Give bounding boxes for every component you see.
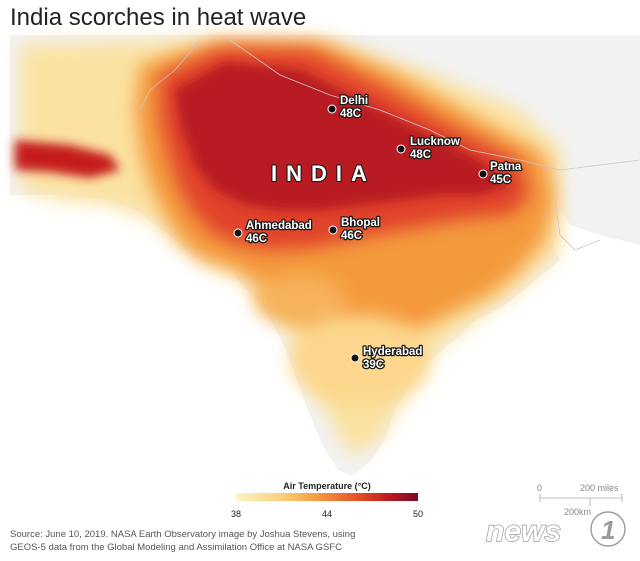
scale-bar: 0 200 miles 200km	[530, 480, 630, 520]
heat-layer-extreme	[15, 62, 510, 210]
city-name-lucknow: Lucknow	[410, 136, 460, 148]
city-name-delhi: Delhi	[340, 95, 368, 107]
legend-tick-38: 38	[230, 509, 242, 519]
legend-color-bar	[236, 493, 418, 501]
borders	[139, 39, 640, 251]
scale-km: 200km	[564, 507, 592, 517]
city-temp-delhi: 48C	[340, 108, 361, 120]
city-name-patna: Patna	[490, 161, 522, 173]
city-temp-ahmedabad: 46C	[246, 233, 267, 245]
city-dot-lucknow	[396, 144, 406, 154]
city-name-ahmedabad: Ahmedabad	[246, 220, 312, 232]
city-dot-patna	[478, 169, 488, 179]
city-name-bhopal: Bhopal	[341, 217, 380, 229]
legend-tick-44: 44	[321, 509, 333, 519]
city-temp-patna: 45C	[490, 174, 511, 186]
source-line-2: GEOS-5 data from the Global Modeling and…	[10, 542, 342, 553]
city-dot-bhopal	[328, 225, 338, 235]
legend-title: Air Temperature (°C)	[283, 481, 371, 491]
source-note: Source: June 10, 2019. NASA Earth Observ…	[10, 528, 430, 554]
city-temp-bhopal: 46C	[341, 230, 362, 242]
city-temp-hyderabad: 39C	[363, 359, 384, 371]
city-dot-delhi	[327, 104, 337, 114]
source-line-1: Source: June 10, 2019. NASA Earth Observ…	[10, 529, 356, 540]
svg-text:1: 1	[601, 515, 615, 545]
news1-watermark: news 1	[484, 505, 634, 555]
city-dot-hyderabad	[350, 353, 360, 363]
page-title: India scorches in heat wave	[10, 4, 307, 31]
city-name-hyderabad: Hyderabad	[363, 346, 422, 358]
country-label: INDIA	[271, 161, 376, 186]
city-dot-ahmedabad	[233, 228, 243, 238]
svg-text:news: news	[486, 515, 561, 548]
city-markers: Delhi48CLucknow48CPatna45CAhmedabad46CBh…	[233, 94, 523, 372]
scale-miles: 200 miles	[580, 483, 619, 493]
legend-tick-50: 50	[412, 509, 424, 519]
heat-layer-mild-south	[255, 275, 430, 405]
scale-zero: 0	[537, 483, 543, 493]
city-temp-lucknow: 48C	[410, 149, 431, 161]
